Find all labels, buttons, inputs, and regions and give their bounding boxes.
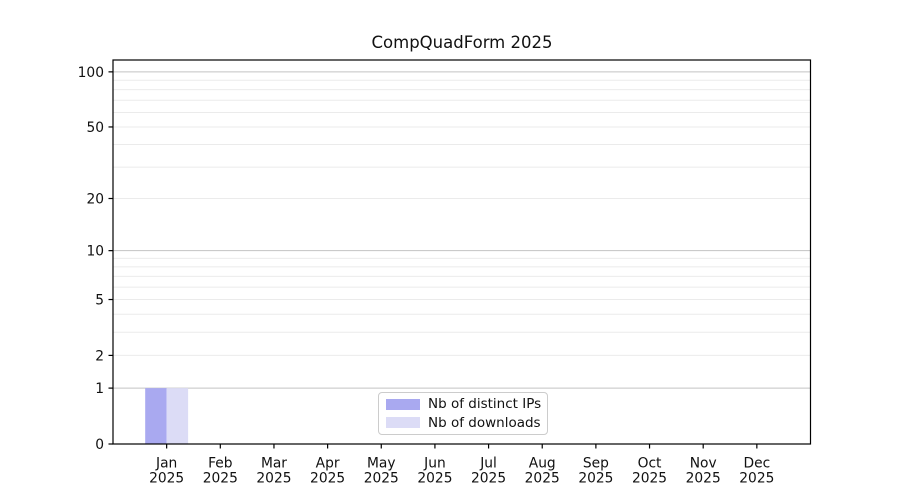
x-tick-label-month: Apr [316,456,340,472]
x-tick-label-month: May [367,456,396,472]
x-tick-label-year: 2025 [364,471,399,487]
y-tick-label: 0 [95,437,104,453]
x-tick-label-month: Dec [743,456,770,472]
legend-label-downloads: Nb of downloads [428,414,541,431]
bar-distinct-ips [145,388,167,444]
x-tick-label-year: 2025 [578,471,613,487]
y-tick-label: 20 [86,191,104,207]
legend-swatch-downloads [386,417,420,429]
legend-label-distinct-ips: Nb of distinct IPs [428,396,542,413]
x-tick-label-year: 2025 [256,471,291,487]
legend: Nb of distinct IPs Nb of downloads [378,392,548,435]
chart-title: CompQuadForm 2025 [371,33,553,52]
x-tick-label-month: Oct [638,456,662,472]
x-tick-label-year: 2025 [525,471,560,487]
x-tick-label-month: Jan [155,456,177,472]
x-tick-label-year: 2025 [686,471,721,487]
x-tick-label-year: 2025 [310,471,345,487]
legend-swatch-distinct-ips [386,398,420,410]
y-tick-label: 10 [86,244,104,260]
legend-item-distinct-ips: Nb of distinct IPs [386,395,541,414]
y-tick-label: 1 [95,381,104,397]
x-tick-label-month: Aug [529,456,556,472]
y-tick-label: 2 [95,348,104,364]
plot-spines [112,59,812,445]
y-tick-label: 50 [86,120,104,136]
y-tick-label: 5 [95,292,104,308]
x-tick-label-month: Sep [583,456,609,472]
x-tick-label-month: Nov [690,456,717,472]
y-tick-label: 100 [78,65,104,81]
x-tick-label-month: Jul [479,456,497,472]
x-tick-label-year: 2025 [739,471,774,487]
legend-item-downloads: Nb of downloads [386,414,541,433]
bar-downloads [166,388,189,444]
x-tick-label-month: Feb [208,456,232,472]
x-tick-label-year: 2025 [417,471,452,487]
x-tick-label-year: 2025 [632,471,667,487]
x-tick-label-month: Jun [423,456,446,472]
x-tick-label-year: 2025 [149,471,184,487]
x-tick-label-year: 2025 [471,471,506,487]
x-tick-label-month: Mar [261,456,287,472]
x-tick-label-year: 2025 [203,471,238,487]
